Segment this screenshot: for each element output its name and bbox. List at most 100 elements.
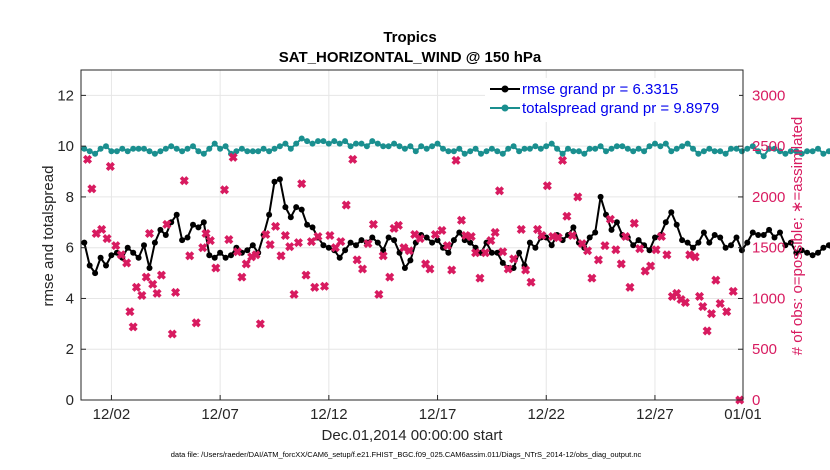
rmse-point (760, 232, 767, 238)
rmse-point (97, 254, 104, 261)
spread-point (151, 150, 158, 157)
rmse-point (700, 229, 707, 236)
rmse-point (195, 224, 202, 231)
spread-point (815, 145, 821, 152)
legend-spread-label: totalspread grand pr = 9.8979 (522, 100, 719, 117)
obs-point (148, 279, 158, 289)
spread-point (119, 145, 126, 152)
rmse-point (766, 226, 773, 233)
rmse-point (793, 249, 800, 256)
x-tick-label: 12/27 (636, 406, 674, 423)
spread-point (162, 145, 169, 152)
obs-point (656, 231, 666, 242)
obs-point (498, 247, 508, 257)
y-tick-label: 2 (66, 341, 74, 358)
spread-point (804, 148, 811, 155)
spread-point (135, 145, 142, 152)
obs-point (509, 254, 519, 264)
obs-point (593, 255, 603, 265)
spread-point (407, 143, 414, 150)
rmse-point (450, 237, 457, 244)
spread-point (749, 143, 756, 150)
spread-point (195, 148, 202, 155)
rmse-point (684, 239, 691, 246)
obs-point (625, 282, 635, 292)
axis-ticks: 0 2 4 6 8 10 12 0 500 1000 1500 2000 2500 3000 12/02 12… (57, 87, 785, 423)
rmse-point (662, 219, 669, 226)
obs-point (447, 265, 457, 275)
obs-point (702, 326, 712, 336)
spread-point (478, 150, 484, 157)
spread-point (304, 138, 311, 145)
rmse-point (173, 211, 180, 218)
rmse-point (385, 234, 392, 241)
x-tick-label: 12/07 (201, 406, 239, 423)
spread-point (217, 145, 224, 152)
spread-point (510, 143, 517, 150)
spread-point (173, 145, 180, 152)
spread-point (586, 145, 593, 152)
spread-point (396, 143, 403, 150)
obs-point (191, 318, 201, 328)
obs-point (553, 233, 563, 243)
rmse-point (130, 249, 137, 256)
rmse-point (293, 204, 300, 211)
obs-point (171, 287, 181, 297)
rmse-point (287, 214, 294, 221)
y-axis-label-right: # of obs: o=possible; ∗=assimilated (789, 117, 806, 356)
obs-point (471, 248, 481, 258)
spread-point (766, 145, 773, 152)
spread-point (597, 143, 604, 150)
spread-point (266, 148, 273, 155)
spread-point (450, 148, 457, 155)
rmse-point (162, 232, 169, 238)
obs-point (393, 220, 403, 230)
rmse-point (200, 219, 207, 226)
obs-point (583, 246, 593, 256)
rmse-point (222, 254, 229, 261)
rmse-point (445, 249, 452, 256)
rmse-point (401, 265, 408, 271)
spread-point (113, 148, 120, 155)
spread-point (190, 143, 196, 150)
rmse-point (548, 242, 555, 249)
spread-point (825, 148, 830, 155)
spread-point (440, 145, 446, 152)
obs-point (111, 241, 121, 251)
obs-point (629, 218, 639, 228)
spread-point (369, 138, 376, 145)
spread-point (461, 150, 468, 157)
rmse-point (488, 249, 495, 256)
rmse-point (304, 221, 311, 228)
obs-point (131, 282, 141, 292)
legend-rmse-marker (501, 85, 509, 93)
rmse-point (347, 239, 354, 246)
rmse-point (722, 244, 729, 251)
spread-point (652, 140, 658, 147)
spread-point (255, 148, 262, 155)
rmse-point (81, 239, 88, 246)
spread-point (733, 145, 740, 152)
rmse-point (456, 229, 463, 236)
spread-point (86, 148, 93, 155)
obs-point (201, 228, 211, 239)
spread-point (782, 150, 789, 157)
obs-point (690, 252, 700, 262)
rmse-point (184, 234, 191, 241)
rmse-point (276, 176, 283, 183)
rmse-point (206, 252, 213, 259)
x-tick-label: 12/17 (419, 406, 457, 423)
rmse-point (809, 252, 816, 259)
spread-point (456, 145, 463, 152)
obs-point (662, 250, 672, 260)
spread-point (168, 143, 175, 150)
obs-point (237, 272, 247, 282)
rmse-point (825, 242, 830, 249)
rmse-point (151, 239, 158, 246)
obs-point (251, 250, 261, 260)
spread-point (157, 148, 164, 155)
spread-point (298, 135, 305, 142)
obs-point (141, 272, 151, 282)
rmse-point (146, 265, 153, 271)
